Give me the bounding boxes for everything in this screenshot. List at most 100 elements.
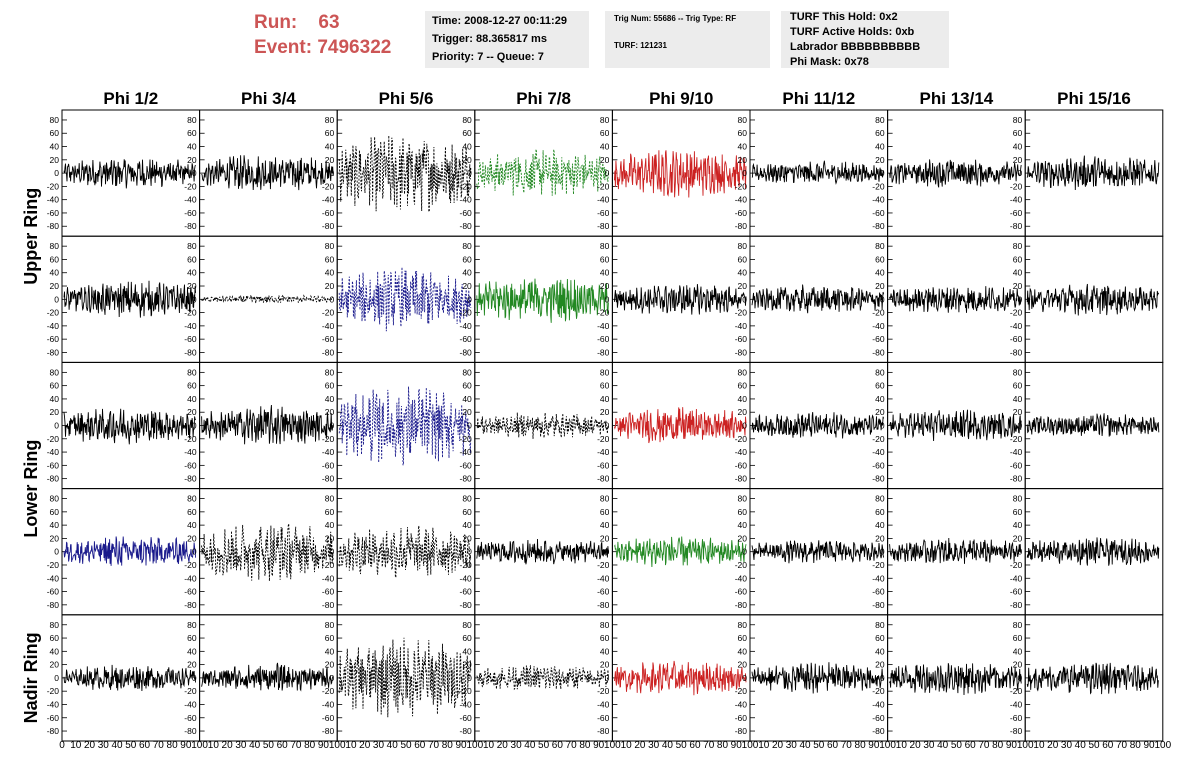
- waveform-line: [201, 404, 334, 445]
- y-tick-label: 80: [325, 367, 335, 377]
- y-tick-label: 0: [880, 673, 885, 683]
- waveform-line: [751, 412, 885, 439]
- y-tick-label: 40: [325, 520, 335, 530]
- y-tick-label: 0: [880, 547, 885, 557]
- waveform-line: [889, 409, 1022, 442]
- waveform-line: [613, 150, 747, 198]
- y-tick-label: -20: [735, 181, 748, 191]
- y-tick-label: 0: [880, 421, 885, 431]
- x-tick-label: 80: [992, 740, 1004, 751]
- y-tick-label: 40: [325, 646, 335, 656]
- y-tick-label: -20: [597, 434, 610, 444]
- y-tick-label: -80: [872, 347, 885, 357]
- waveform-line: [889, 537, 1022, 564]
- y-tick-label: -20: [184, 686, 197, 696]
- y-tick-label: 20: [600, 281, 610, 291]
- y-tick-label: -20: [872, 181, 885, 191]
- y-tick-label: -60: [47, 208, 60, 218]
- y-tick-label: -80: [597, 347, 610, 357]
- y-tick-label: -40: [1010, 195, 1023, 205]
- y-tick-label: 20: [462, 155, 472, 165]
- x-tick-label: 80: [717, 740, 729, 751]
- y-tick-label: 60: [462, 381, 472, 391]
- y-tick-label: -40: [322, 699, 335, 709]
- y-tick-label: -60: [1010, 334, 1023, 344]
- x-tick-label: 20: [634, 740, 646, 751]
- x-tick-label: 90: [318, 740, 330, 751]
- x-tick-label: 10: [70, 740, 82, 751]
- y-tick-label: -60: [597, 334, 610, 344]
- y-tick-label: 0: [467, 673, 472, 683]
- y-tick-label: -60: [597, 208, 610, 218]
- time-text: Time: 2008-12-27 00:11:29: [432, 15, 567, 27]
- y-tick-label: -20: [184, 181, 197, 191]
- y-tick-label: -20: [735, 560, 748, 570]
- y-tick-label: 0: [1017, 168, 1022, 178]
- ring-label: Upper Ring: [21, 188, 41, 285]
- y-tick-label: 60: [875, 507, 885, 517]
- y-tick-label: -40: [460, 573, 473, 583]
- y-tick-label: -40: [322, 573, 335, 583]
- phi-mask-text: Phi Mask: 0x78: [790, 56, 869, 68]
- y-tick-label: -20: [1010, 308, 1023, 318]
- y-tick-label: -80: [184, 474, 197, 484]
- y-tick-label: -20: [47, 434, 60, 444]
- y-tick-label: -80: [184, 347, 197, 357]
- x-tick-label: 60: [827, 740, 839, 751]
- y-tick-label: 80: [325, 241, 335, 251]
- y-tick-label: 0: [742, 421, 747, 431]
- y-tick-label: -80: [597, 221, 610, 231]
- y-tick-label: -20: [47, 181, 60, 191]
- y-tick-label: -80: [597, 726, 610, 736]
- x-tick-label: 40: [249, 740, 261, 751]
- x-tick-label: 20: [359, 740, 371, 751]
- x-tick-label: 20: [222, 740, 234, 751]
- y-tick-label: 40: [462, 142, 472, 152]
- y-tick-label: 60: [462, 128, 472, 138]
- y-tick-label: 20: [738, 281, 748, 291]
- y-tick-label: -40: [47, 573, 60, 583]
- y-tick-label: 20: [325, 407, 335, 417]
- x-tick-label: 50: [1088, 740, 1100, 751]
- y-tick-label: -80: [184, 600, 197, 610]
- y-tick-label: -60: [597, 587, 610, 597]
- waveform-line: [476, 665, 609, 691]
- x-tick-label: 10: [1033, 740, 1045, 751]
- x-tick-label: 40: [387, 740, 399, 751]
- y-tick-label: -60: [735, 587, 748, 597]
- y-tick-label: 20: [1013, 281, 1023, 291]
- x-tick-label: 50: [813, 740, 825, 751]
- y-tick-label: -40: [1010, 321, 1023, 331]
- column-label: Phi 3/4: [241, 89, 296, 108]
- waveform-line: [338, 386, 472, 466]
- y-tick-label: -80: [1010, 474, 1023, 484]
- y-tick-label: -60: [47, 713, 60, 723]
- x-tick-label: 70: [290, 740, 302, 751]
- y-tick-label: 0: [329, 547, 334, 557]
- y-tick-label: 0: [467, 168, 472, 178]
- x-tick-label: 30: [235, 740, 247, 751]
- y-tick-label: -40: [597, 699, 610, 709]
- y-tick-label: -60: [184, 713, 197, 723]
- y-tick-label: -20: [1010, 181, 1023, 191]
- x-tick-label: 70: [153, 740, 165, 751]
- y-tick-label: 40: [462, 394, 472, 404]
- y-tick-label: -20: [184, 560, 197, 570]
- y-tick-label: -20: [597, 308, 610, 318]
- y-tick-label: 60: [462, 633, 472, 643]
- event-value: 7496322: [317, 37, 392, 58]
- y-tick-label: -80: [322, 347, 335, 357]
- x-tick-label: 100: [1154, 740, 1171, 751]
- y-tick-label: 0: [192, 421, 197, 431]
- x-tick-label: 80: [1130, 740, 1142, 751]
- y-tick-label: -60: [184, 208, 197, 218]
- y-tick-label: 40: [875, 394, 885, 404]
- y-tick-label: 40: [50, 646, 60, 656]
- y-tick-label: 60: [187, 633, 197, 643]
- y-tick-label: 60: [738, 381, 748, 391]
- y-tick-label: -60: [597, 460, 610, 470]
- y-tick-label: 0: [880, 168, 885, 178]
- y-tick-label: 60: [325, 254, 335, 264]
- y-tick-label: 60: [600, 507, 610, 517]
- y-tick-label: -80: [735, 347, 748, 357]
